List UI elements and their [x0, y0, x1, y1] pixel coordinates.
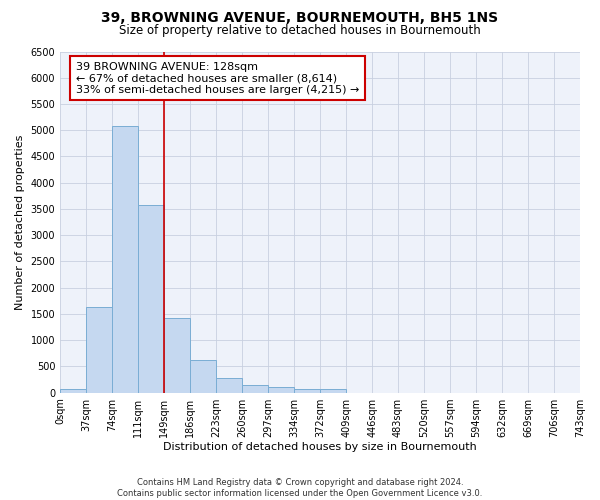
Text: Size of property relative to detached houses in Bournemouth: Size of property relative to detached ho…	[119, 24, 481, 37]
Text: 39, BROWNING AVENUE, BOURNEMOUTH, BH5 1NS: 39, BROWNING AVENUE, BOURNEMOUTH, BH5 1N…	[101, 11, 499, 25]
Bar	[138, 205, 164, 392]
Bar	[320, 390, 346, 392]
Bar	[112, 126, 138, 392]
Bar	[190, 360, 216, 392]
Y-axis label: Number of detached properties: Number of detached properties	[15, 134, 25, 310]
Text: Contains HM Land Registry data © Crown copyright and database right 2024.
Contai: Contains HM Land Registry data © Crown c…	[118, 478, 482, 498]
Bar	[60, 388, 86, 392]
Bar	[268, 387, 294, 392]
Text: 39 BROWNING AVENUE: 128sqm
← 67% of detached houses are smaller (8,614)
33% of s: 39 BROWNING AVENUE: 128sqm ← 67% of deta…	[76, 62, 359, 95]
Bar	[216, 378, 242, 392]
X-axis label: Distribution of detached houses by size in Bournemouth: Distribution of detached houses by size …	[163, 442, 477, 452]
Bar	[86, 308, 112, 392]
Bar	[294, 389, 320, 392]
Bar	[164, 318, 190, 392]
Bar	[242, 385, 268, 392]
